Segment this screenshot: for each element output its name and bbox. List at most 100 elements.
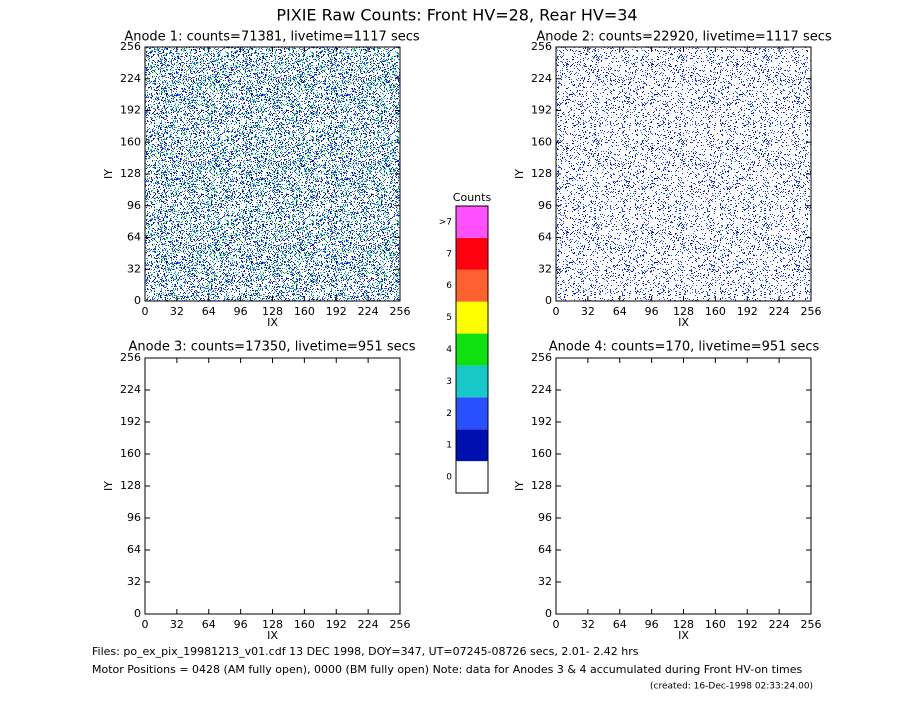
y-tick-label: 128 bbox=[531, 479, 552, 492]
x-tick-label: 32 bbox=[581, 618, 595, 631]
y-tick-label: 160 bbox=[531, 447, 552, 460]
y-tick-label: 32 bbox=[538, 575, 552, 588]
y-tick-label: 32 bbox=[127, 262, 141, 275]
y-tick-label: 0 bbox=[545, 294, 552, 307]
heatmap-image bbox=[556, 47, 811, 301]
colorbar-cell bbox=[456, 461, 488, 493]
y-axis-label: IY bbox=[513, 169, 526, 179]
y-tick-label: 192 bbox=[120, 104, 141, 117]
y-tick-label: 160 bbox=[120, 135, 141, 148]
y-axis-label: IY bbox=[513, 481, 526, 491]
x-tick-label: 128 bbox=[262, 618, 283, 631]
x-tick-label: 64 bbox=[202, 618, 216, 631]
y-tick-label: 32 bbox=[127, 575, 141, 588]
y-tick-label: 96 bbox=[538, 199, 552, 212]
y-tick-label: 128 bbox=[120, 167, 141, 180]
y-tick-label: 256 bbox=[120, 40, 141, 53]
y-tick-label: 0 bbox=[545, 607, 552, 620]
y-tick-label: 0 bbox=[134, 607, 141, 620]
y-tick-label: 224 bbox=[531, 72, 552, 85]
y-tick-label: 96 bbox=[127, 199, 141, 212]
x-tick-label: 96 bbox=[645, 618, 659, 631]
y-axis-label: IY bbox=[102, 169, 115, 179]
x-tick-label: 128 bbox=[673, 305, 694, 318]
panel-title: Anode 2: counts=22920, livetime=1117 sec… bbox=[536, 30, 832, 45]
main-title: PIXIE Raw Counts: Front HV=28, Rear HV=3… bbox=[276, 6, 637, 25]
x-tick-label: 224 bbox=[769, 305, 790, 318]
colorbar-cell bbox=[456, 206, 488, 238]
colorbar-cell bbox=[456, 365, 488, 398]
x-tick-label: 128 bbox=[673, 618, 694, 631]
colorbar-title: Counts bbox=[453, 191, 492, 204]
x-tick-label: 160 bbox=[705, 618, 726, 631]
x-tick-label: 0 bbox=[142, 305, 149, 318]
x-tick-label: 192 bbox=[737, 618, 758, 631]
y-tick-label: 96 bbox=[127, 511, 141, 524]
y-tick-label: 192 bbox=[531, 104, 552, 117]
y-tick-label: 192 bbox=[120, 415, 141, 428]
colorbar-cell bbox=[456, 333, 488, 366]
y-tick-label: 32 bbox=[538, 262, 552, 275]
y-tick-label: 128 bbox=[531, 167, 552, 180]
x-tick-label: 32 bbox=[581, 305, 595, 318]
y-tick-label: 64 bbox=[127, 543, 141, 556]
x-tick-label: 96 bbox=[645, 305, 659, 318]
y-tick-label: 224 bbox=[120, 72, 141, 85]
x-tick-label: 192 bbox=[326, 618, 347, 631]
colorbar-cell bbox=[456, 269, 488, 302]
x-tick-label: 128 bbox=[262, 305, 283, 318]
heatmap-image bbox=[145, 47, 400, 301]
x-tick-label: 160 bbox=[294, 618, 315, 631]
footer-line: Files: po_ex_pix_19981213_v01.cdf 13 DEC… bbox=[92, 645, 639, 658]
x-tick-label: 160 bbox=[294, 305, 315, 318]
x-tick-label: 0 bbox=[553, 305, 560, 318]
y-axis-label: IY bbox=[102, 481, 115, 491]
x-tick-label: 64 bbox=[613, 618, 627, 631]
y-tick-label: 256 bbox=[531, 351, 552, 364]
colorbar-label: 5 bbox=[446, 313, 452, 323]
y-tick-label: 256 bbox=[120, 351, 141, 364]
x-tick-label: 192 bbox=[737, 305, 758, 318]
x-tick-label: 0 bbox=[142, 618, 149, 631]
x-tick-label: 96 bbox=[234, 618, 248, 631]
x-tick-label: 256 bbox=[801, 305, 822, 318]
x-tick-label: 256 bbox=[801, 618, 822, 631]
y-tick-label: 192 bbox=[531, 415, 552, 428]
colorbar-label: 1 bbox=[446, 441, 452, 451]
x-tick-label: 0 bbox=[553, 618, 560, 631]
heatmap-image bbox=[556, 358, 811, 614]
x-tick-label: 192 bbox=[326, 305, 347, 318]
x-axis-label: IX bbox=[267, 316, 278, 329]
y-tick-label: 224 bbox=[531, 383, 552, 396]
x-tick-label: 224 bbox=[358, 618, 379, 631]
colorbar-frame bbox=[455, 205, 489, 494]
colorbar-cell bbox=[456, 301, 488, 334]
x-tick-label: 32 bbox=[170, 618, 184, 631]
x-tick-label: 160 bbox=[705, 305, 726, 318]
x-axis-label: IX bbox=[678, 629, 689, 642]
colorbar-label: 3 bbox=[446, 377, 452, 387]
x-tick-label: 256 bbox=[390, 618, 411, 631]
colorbar-label: 2 bbox=[446, 409, 452, 419]
y-tick-label: 64 bbox=[127, 231, 141, 244]
x-tick-label: 224 bbox=[769, 618, 790, 631]
x-tick-label: 224 bbox=[358, 305, 379, 318]
y-tick-label: 0 bbox=[134, 294, 141, 307]
colorbar-label: 4 bbox=[446, 345, 452, 355]
panel-title: Anode 1: counts=71381, livetime=1117 sec… bbox=[124, 30, 420, 45]
x-axis-label: IX bbox=[267, 629, 278, 642]
y-tick-label: 160 bbox=[531, 135, 552, 148]
x-tick-label: 256 bbox=[390, 305, 411, 318]
footer-line: Motor Positions = 0428 (AM fully open), … bbox=[92, 663, 802, 676]
x-tick-label: 64 bbox=[613, 305, 627, 318]
colorbar-cell bbox=[456, 429, 488, 462]
created-note: (created: 16-Dec-1998 02:33:24.00) bbox=[650, 682, 813, 692]
x-tick-label: 64 bbox=[202, 305, 216, 318]
colorbar-label: 0 bbox=[446, 473, 452, 483]
y-tick-label: 128 bbox=[120, 479, 141, 492]
colorbar-label: 6 bbox=[446, 281, 452, 291]
colorbar-cell bbox=[456, 237, 488, 270]
heatmap-image bbox=[145, 358, 400, 614]
